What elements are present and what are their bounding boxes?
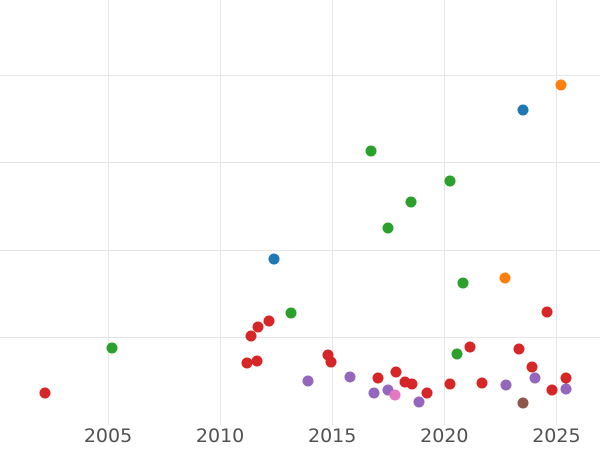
scatter-point-brown [517,397,529,409]
scatter-point-blue [268,253,280,265]
scatter-point-red [263,315,275,327]
scatter-point-red [464,341,476,353]
scatter-point-green [451,348,463,360]
scatter-point-red [325,356,337,368]
vertical-gridline [331,0,333,425]
scatter-point-purple [529,372,541,384]
scatter-point-red [476,377,488,389]
x-tick-label-2015: 2015 [308,425,357,447]
scatter-point-orange [499,272,511,284]
scatter-point-red [252,321,264,333]
scatter-point-green [405,196,417,208]
x-tick-label-2005: 2005 [83,425,133,447]
scatter-point-purple [344,371,356,383]
scatter-point-green [444,175,456,187]
scatter-point-red [39,387,51,399]
scatter-point-purple [560,383,572,395]
scatter-point-green [382,222,394,234]
scatter-point-red [560,372,572,384]
scatter-point-purple [413,396,425,408]
x-tick-label-2020: 2020 [420,425,469,447]
vertical-gridline [107,0,109,425]
scatter-point-green [106,342,118,354]
scatter-point-red [444,378,456,390]
x-tick-label-2010: 2010 [195,425,245,447]
vertical-gridline [555,0,557,425]
scatter-point-red [241,357,253,369]
scatter-point-orange [555,79,567,91]
horizontal-gridline [0,337,600,339]
scatter-point-red [406,378,418,390]
scatter-point-red [251,355,263,367]
scatter-point-pink [389,389,401,401]
vertical-gridline [443,0,445,425]
scatter-point-purple [382,384,394,396]
scatter-point-green [365,145,377,157]
scatter-point-green [285,307,297,319]
scatter-point-red [546,384,558,396]
scatter-point-green [457,277,469,289]
x-tick-label-2025: 2025 [532,425,581,447]
scatter-point-red [399,376,411,388]
plot-area [0,0,600,425]
scatter-point-red [421,387,433,399]
horizontal-gridline [0,249,600,251]
scatter-point-blue [517,104,529,116]
scatter-point-red [526,361,538,373]
scatter-point-red [390,366,402,378]
vertical-gridline [219,0,221,425]
scatter-point-red [245,330,257,342]
horizontal-gridline [0,162,600,164]
scatter-point-purple [500,379,512,391]
horizontal-gridline [0,74,600,76]
scatter-point-red [513,343,525,355]
scatter-point-red [372,372,384,384]
scatter-point-red [322,349,334,361]
scatter-point-red [541,306,553,318]
scatter-point-purple [368,387,380,399]
scatter-point-purple [302,375,314,387]
